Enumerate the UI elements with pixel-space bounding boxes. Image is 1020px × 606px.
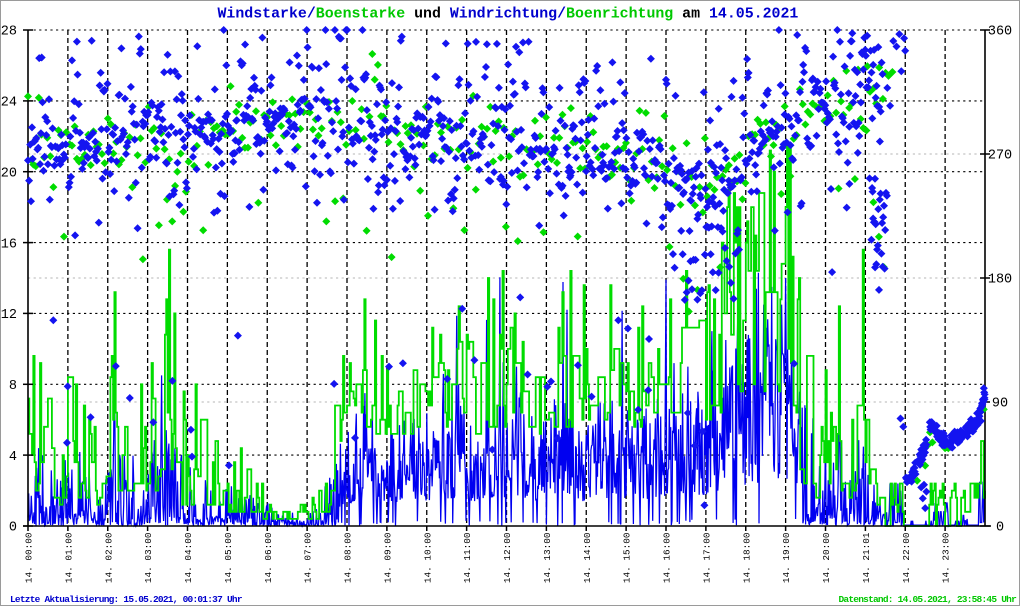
svg-text:14. 21:01: 14. 21:01 bbox=[861, 532, 872, 583]
svg-text:12: 12 bbox=[1, 308, 17, 323]
svg-text:14. 00:00: 14. 00:00 bbox=[24, 532, 35, 583]
svg-text:28: 28 bbox=[1, 25, 17, 40]
svg-text:14. 15:00: 14. 15:00 bbox=[622, 532, 633, 583]
svg-text:16: 16 bbox=[1, 237, 17, 252]
svg-text:14. 09:00: 14. 09:00 bbox=[382, 532, 393, 583]
svg-text:Letzte Aktualisierung: 15.05.2: Letzte Aktualisierung: 15.05.2021, 00:01… bbox=[10, 594, 243, 605]
svg-text:14. 12:00: 14. 12:00 bbox=[502, 532, 513, 583]
svg-text:Windstarke/Boenstarke und Wind: Windstarke/Boenstarke und Windrichtung/B… bbox=[218, 7, 799, 23]
svg-text:14. 18:00: 14. 18:00 bbox=[741, 532, 752, 583]
svg-text:14. 20:00: 14. 20:00 bbox=[821, 532, 832, 583]
svg-text:270: 270 bbox=[988, 149, 1012, 164]
svg-text:360: 360 bbox=[988, 25, 1012, 40]
svg-text:14. 14:00: 14. 14:00 bbox=[582, 532, 593, 583]
svg-text:14. 16:00: 14. 16:00 bbox=[662, 532, 673, 583]
svg-text:14. 06:00: 14. 06:00 bbox=[263, 532, 274, 583]
svg-text:20: 20 bbox=[1, 166, 17, 181]
svg-text:24: 24 bbox=[1, 96, 17, 111]
svg-text:14. 11:00: 14. 11:00 bbox=[462, 532, 473, 583]
svg-text:Datenstand: 14.05.2021, 23:58:: Datenstand: 14.05.2021, 23:58:45 Uhr bbox=[838, 594, 1017, 605]
svg-text:14. 13:00: 14. 13:00 bbox=[542, 532, 553, 583]
svg-text:14. 02:00: 14. 02:00 bbox=[103, 532, 114, 583]
svg-text:14. 04:00: 14. 04:00 bbox=[183, 532, 194, 583]
svg-text:180: 180 bbox=[988, 273, 1012, 288]
svg-text:4: 4 bbox=[9, 450, 17, 465]
svg-text:14. 07:00: 14. 07:00 bbox=[303, 532, 314, 583]
svg-text:14. 01:00: 14. 01:00 bbox=[63, 532, 74, 583]
svg-text:0: 0 bbox=[9, 521, 17, 536]
svg-text:14. 23:00: 14. 23:00 bbox=[941, 532, 952, 583]
svg-text:14. 22:00: 14. 22:00 bbox=[901, 532, 912, 583]
svg-text:8: 8 bbox=[9, 379, 17, 394]
svg-text:0: 0 bbox=[996, 521, 1004, 536]
svg-text:14. 03:00: 14. 03:00 bbox=[143, 532, 154, 583]
svg-text:14. 17:00: 14. 17:00 bbox=[701, 532, 712, 583]
svg-text:14. 08:00: 14. 08:00 bbox=[343, 532, 354, 583]
svg-text:90: 90 bbox=[992, 397, 1008, 412]
svg-text:14. 19:00: 14. 19:00 bbox=[781, 532, 792, 583]
svg-text:14. 05:00: 14. 05:00 bbox=[223, 532, 234, 583]
svg-text:14. 10:00: 14. 10:00 bbox=[422, 532, 433, 583]
